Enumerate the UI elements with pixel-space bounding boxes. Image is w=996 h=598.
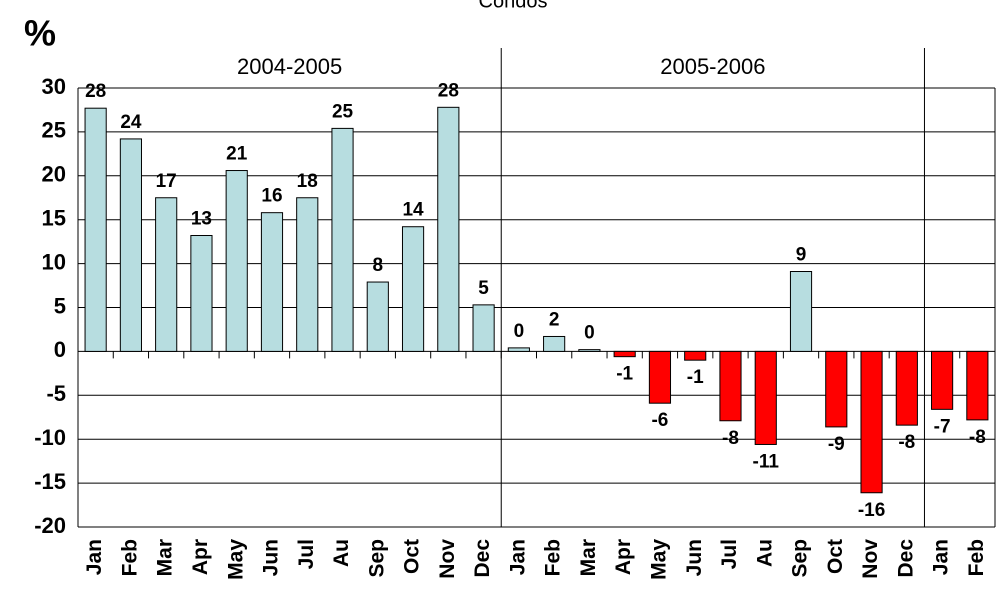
data-label: 21: [226, 144, 248, 165]
y-tick-label: 30: [42, 74, 66, 99]
x-tick-label: Jan: [930, 539, 953, 575]
bar: [437, 106, 460, 352]
y-tick-label: 25: [42, 118, 66, 143]
y-axis-label: %: [24, 13, 56, 54]
data-label: 28: [85, 81, 106, 102]
bar: [296, 197, 319, 352]
x-tick-label: Oct: [401, 539, 424, 574]
data-label: -11: [753, 451, 780, 472]
data-label: -7: [934, 416, 951, 437]
x-tick-label: Oct: [824, 539, 847, 574]
x-tick-label: Dec: [471, 539, 494, 578]
data-label: -1: [616, 364, 633, 385]
chart-title: Condos: [479, 0, 548, 12]
x-tick-label: Apr: [189, 539, 212, 575]
data-label: 18: [297, 171, 318, 192]
data-label: -8: [969, 427, 986, 448]
x-tick-label: Au: [330, 539, 353, 567]
x-tick-label: Nov: [436, 539, 459, 579]
bar: [966, 350, 989, 421]
x-tick-label: Feb: [965, 539, 988, 576]
x-tick-label: Mar: [154, 539, 177, 576]
bar: [860, 350, 883, 494]
data-label: 0: [584, 323, 595, 344]
bar: [754, 350, 777, 445]
bar: [895, 350, 918, 426]
x-tick-label: Jun: [683, 539, 706, 576]
bar: [648, 350, 672, 404]
x-tick-label: Au: [753, 539, 776, 567]
y-tick-label: 5: [54, 293, 66, 318]
bar: [260, 212, 284, 352]
y-tick-label: 20: [42, 162, 66, 187]
y-tick-label: 0: [54, 337, 66, 362]
x-tick-label: Jan: [83, 539, 106, 575]
bar: [155, 197, 178, 352]
x-tick-label: Jul: [295, 539, 318, 569]
x-tick-label: Jan: [506, 539, 529, 575]
data-label: 14: [402, 200, 424, 221]
x-tick-label: May: [647, 539, 670, 580]
data-label: -6: [651, 410, 668, 431]
x-tick-label: Feb: [118, 539, 141, 576]
data-label: -1: [687, 367, 704, 388]
y-tick-label: -15: [34, 469, 66, 494]
bar: [543, 335, 566, 352]
period-label: 2004-2005: [237, 54, 342, 79]
bar: [825, 350, 848, 428]
y-tick-label: 15: [42, 206, 66, 231]
data-label: -16: [858, 500, 885, 521]
x-tick-label: Sep: [789, 539, 812, 578]
data-label: 8: [372, 255, 383, 276]
bar: [789, 271, 813, 352]
bar: [401, 226, 425, 352]
bar: [119, 138, 142, 352]
data-label: -8: [722, 428, 739, 449]
y-tick-label: -10: [34, 425, 66, 450]
bar: [225, 170, 248, 352]
bar: [684, 350, 707, 361]
data-label: 13: [191, 209, 212, 230]
bar: [190, 235, 213, 352]
x-tick-label: Dec: [894, 539, 917, 578]
y-tick-label: -5: [46, 381, 66, 406]
data-label: 17: [156, 171, 177, 192]
data-label: -8: [898, 432, 915, 453]
bar: [472, 304, 495, 352]
y-tick-label: 10: [42, 249, 66, 274]
x-tick-label: Sep: [365, 539, 388, 578]
x-tick-label: Jun: [260, 539, 283, 576]
y-tick-label: -20: [34, 513, 66, 538]
data-label: 2: [549, 309, 560, 330]
x-tick-label: Feb: [542, 539, 565, 576]
bar: [719, 350, 742, 422]
bar: [331, 127, 354, 352]
x-tick-label: Mar: [577, 539, 600, 576]
bar: [931, 350, 954, 410]
data-label: 16: [261, 186, 282, 207]
data-label: -9: [828, 434, 845, 455]
bar: [84, 107, 107, 352]
data-label: 9: [796, 245, 807, 266]
period-label: 2005-2006: [660, 54, 765, 79]
data-label: 5: [478, 278, 489, 299]
data-label: 0: [514, 321, 525, 342]
bar: [366, 281, 389, 352]
x-tick-label: May: [224, 539, 247, 580]
x-tick-label: Jul: [718, 539, 741, 569]
bar: [613, 350, 636, 358]
bar: [507, 347, 530, 352]
bar: [578, 349, 601, 352]
data-label: 28: [438, 80, 459, 101]
data-label: 24: [120, 112, 142, 133]
x-tick-label: Nov: [859, 539, 882, 579]
x-tick-label: Apr: [612, 539, 635, 575]
data-label: 25: [332, 101, 354, 122]
